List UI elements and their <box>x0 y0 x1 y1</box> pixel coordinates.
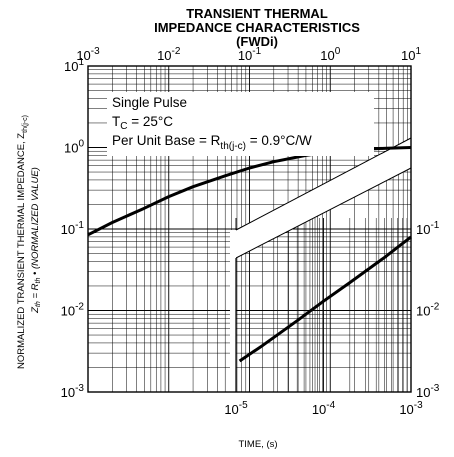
left-axis-tick-label: 100 <box>64 139 84 156</box>
scale-break <box>230 137 412 392</box>
left-axis-tick-label: 101 <box>64 57 84 74</box>
chart-title-line-1: TRANSIENT THERMAL <box>186 6 328 21</box>
top-axis-tick-label: 10-3 <box>76 46 100 63</box>
annotation-box: Single Pulse TC = 25°C Per Unit Base = R… <box>107 92 374 156</box>
left-axis-tick-label: 10-1 <box>61 220 85 237</box>
chart-title-line-2: IMPEDANCE CHARACTERISTICS <box>154 20 360 35</box>
top-axis-tick-label: 10-1 <box>238 46 262 63</box>
right-axis-tick-label: 10-2 <box>416 302 440 319</box>
bottom-axis-tick-label: 10-4 <box>312 400 336 417</box>
top-axis-tick-label: 10-2 <box>157 46 181 63</box>
left-axis-tick-label: 10-2 <box>61 302 85 319</box>
annotation-per-unit-base: Per Unit Base = Rth(j-c) = 0.9°C/W <box>112 133 312 152</box>
plot-frame <box>87 65 412 393</box>
tick-labels: 10-3 10-2 10-1 100 10110-310-210-110010110-3… <box>61 46 440 417</box>
series-line-2 <box>238 235 412 363</box>
left-axis-tick-label: 10-3 <box>61 383 85 400</box>
annotation-case-temp: TC = 25°C <box>112 114 173 132</box>
top-axis-tick-label: 100 <box>320 46 340 63</box>
scale-break-edge-bottom <box>235 167 412 259</box>
x-axis-label: TIME, (s) <box>238 439 277 450</box>
bottom-axis-tick-label: 10-5 <box>224 400 248 417</box>
scale-break-gap <box>230 230 236 392</box>
top-axis-tick-label: 101 <box>401 46 421 63</box>
right-axis-tick-label: 10-1 <box>416 220 440 237</box>
right-axis-tick-label: 10-3 <box>416 383 440 400</box>
plot-border <box>87 65 412 393</box>
scale-break-band <box>236 138 411 258</box>
y-axis-label: NORMALIZED TRANSIENT THERMAL IMPEDANCE, … <box>16 115 29 369</box>
annotation-single-pulse: Single Pulse <box>112 95 187 110</box>
chart-title-line-3: (FWDi) <box>236 34 278 49</box>
bottom-axis-tick-label: 10-3 <box>399 400 423 417</box>
y-axis-sublabel: Zth = Rth • (NORMALIZED VALUE) <box>30 167 42 314</box>
scale-break-edge-top <box>235 137 412 231</box>
